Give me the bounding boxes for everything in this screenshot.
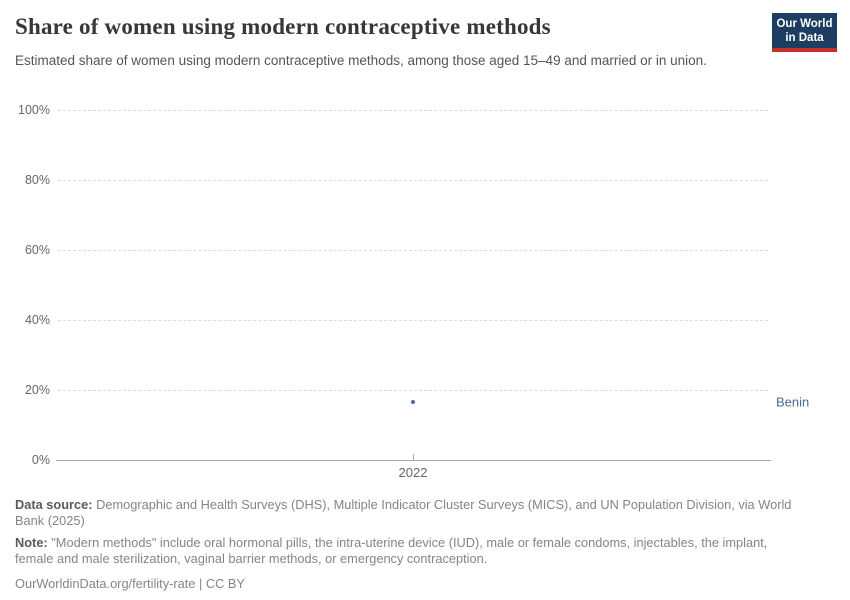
gridline-80 [58, 180, 768, 181]
note-label: Note: [15, 534, 48, 550]
note-line: Note: "Modern methods" include oral horm… [15, 535, 805, 568]
y-axis-label-80: 80% [24, 173, 50, 187]
gridline-20 [58, 390, 768, 391]
y-axis-label-60: 60% [24, 243, 50, 257]
x-axis-label: 2022 [398, 465, 428, 480]
page-title: Share of women using modern contraceptiv… [15, 14, 551, 39]
owid-logo-line1: Our World [776, 18, 833, 30]
owid-logo-line2: in Data [785, 31, 824, 44]
y-axis-label-100: 100% [18, 103, 50, 117]
citation-link[interactable]: OurWorldinData.org/fertility-rate | CC B… [15, 575, 245, 591]
y-axis-label-0: 0% [31, 453, 50, 467]
owid-logo: Our World in Data [772, 13, 837, 53]
chart-footer: Data source: Demographic and Health Surv… [15, 497, 805, 597]
y-axis-label-40: 40% [24, 313, 50, 327]
data-point-benin[interactable] [411, 399, 415, 404]
chart-subtitle: Estimated share of women using modern co… [15, 53, 707, 68]
gridline-60 [58, 250, 768, 251]
x-axis-tick [413, 454, 414, 461]
data-source-line: Data source: Demographic and Health Surv… [15, 497, 805, 530]
y-axis-label-20: 20% [24, 383, 50, 397]
gridline-100 [58, 110, 768, 111]
note-text: "Modern methods" include oral hormonal p… [15, 534, 768, 567]
data-source-label: Data source: [15, 497, 93, 512]
gridline-40 [58, 320, 768, 321]
data-source-text: Demographic and Health Surveys (DHS), Mu… [15, 497, 792, 529]
entity-label-benin[interactable]: Benin [776, 394, 810, 410]
